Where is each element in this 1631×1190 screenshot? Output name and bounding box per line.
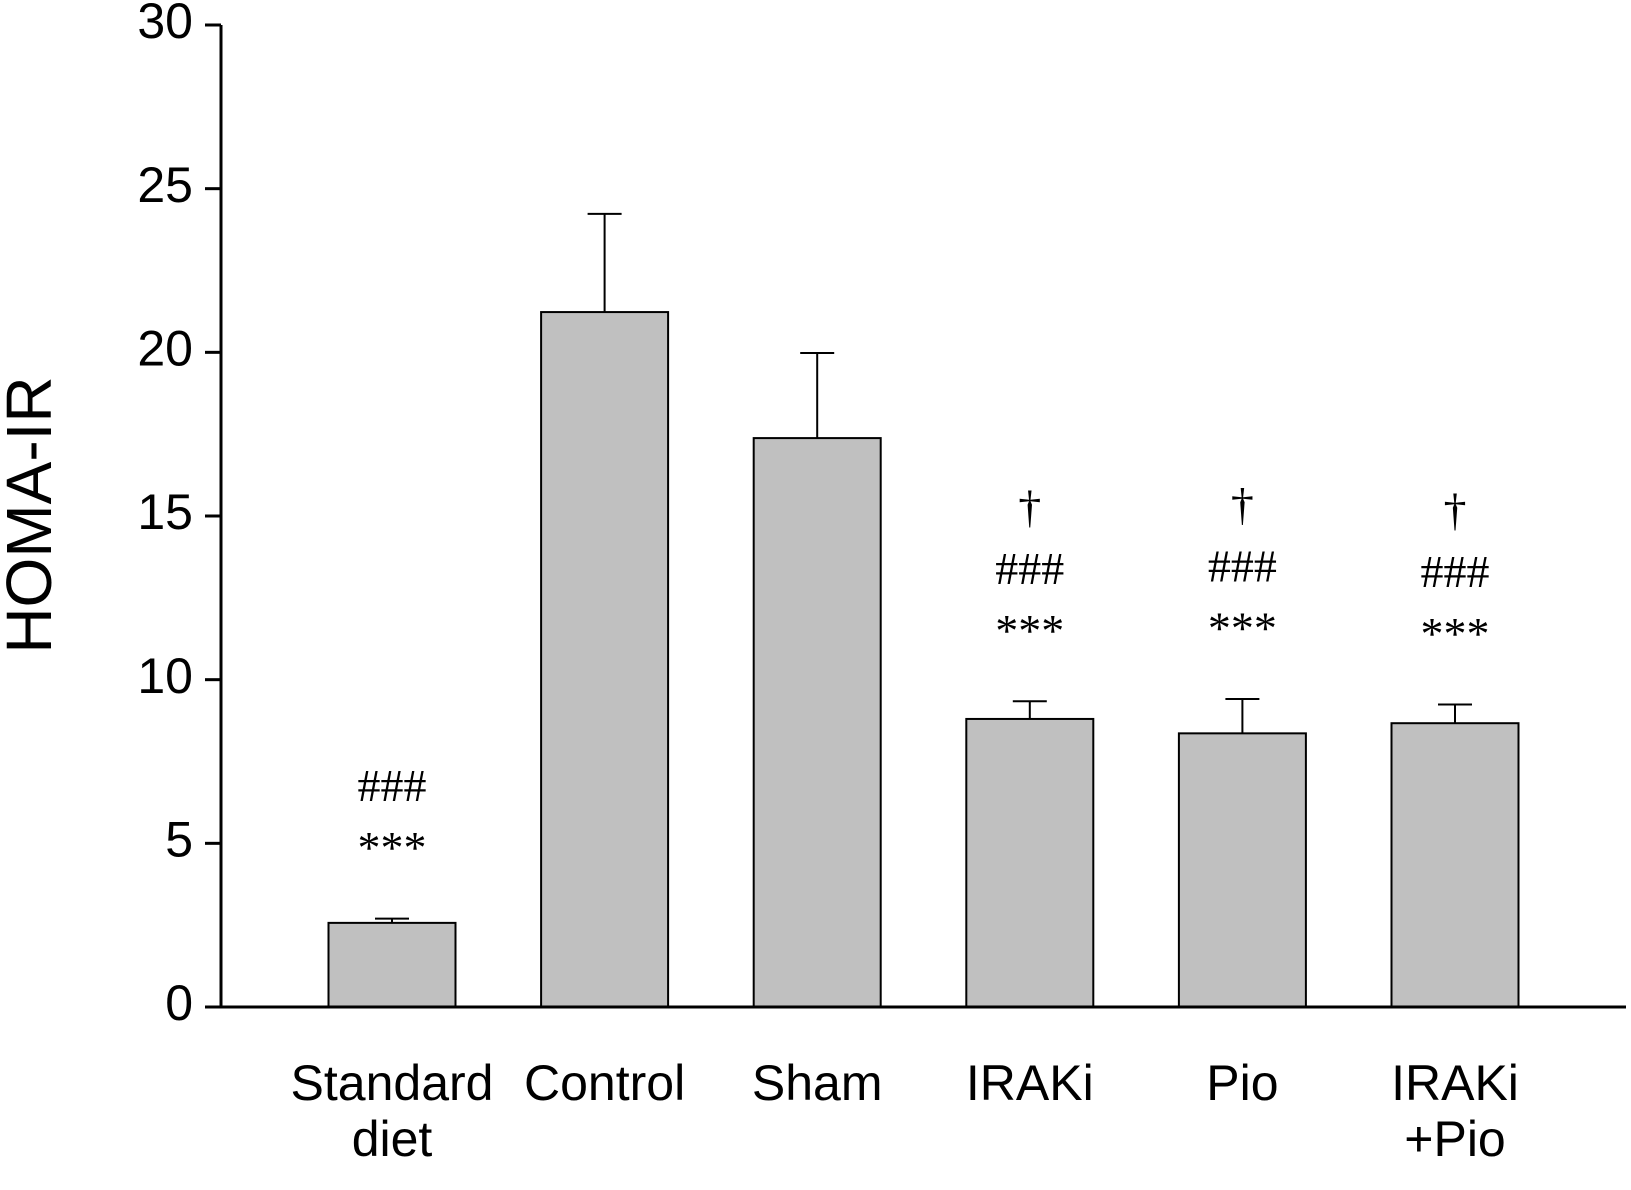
x-tick-label: Control <box>524 1055 686 1111</box>
y-tick-label: 25 <box>137 157 193 213</box>
significance-marker: ### <box>358 760 427 811</box>
x-tick-label: IRAKi +Pio <box>1391 1055 1519 1167</box>
significance-marker: ### <box>995 543 1064 594</box>
y-axis-label: HOMA-IR <box>0 376 65 653</box>
bar <box>752 437 882 1008</box>
y-tick-label: 10 <box>137 648 193 704</box>
significance-marker: *** <box>1421 608 1490 659</box>
y-tick-label: 5 <box>165 812 193 868</box>
significance-marker: † <box>1231 479 1254 530</box>
x-tick-label: Sham <box>751 1055 883 1111</box>
x-tick-label: IRAKi <box>965 1055 1094 1111</box>
significance-marker: *** <box>995 605 1064 656</box>
significance-marker: *** <box>1208 603 1277 654</box>
x-tick-label: Pio <box>1206 1055 1279 1111</box>
bar <box>1177 732 1307 1008</box>
bar <box>540 311 670 1008</box>
y-tick-label: 20 <box>137 321 193 377</box>
significance-marker: † <box>1444 484 1467 535</box>
significance-marker: ### <box>1208 541 1277 592</box>
significance-marker: *** <box>358 822 427 873</box>
significance-marker: ### <box>1421 546 1490 597</box>
significance-marker: † <box>1018 481 1041 532</box>
x-tick-label: Standard diet <box>290 1055 494 1167</box>
bar <box>1390 722 1520 1009</box>
y-tick-label: 30 <box>137 0 193 49</box>
y-tick-label: 0 <box>165 975 193 1031</box>
bar <box>327 921 457 1008</box>
y-tick-label: 15 <box>137 484 193 540</box>
bar <box>965 717 1095 1008</box>
